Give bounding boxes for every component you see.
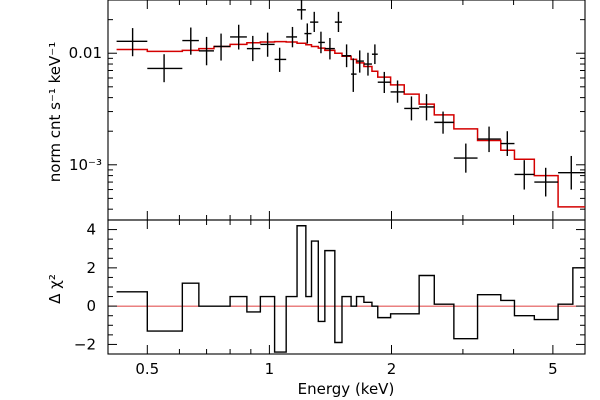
data-point [334,11,342,32]
data-point [274,47,287,72]
data-point [534,167,559,197]
y-tick-label: 10⁻³ [69,156,102,174]
data-point [213,33,231,61]
residual-curve [116,225,585,353]
spectrum-y-axis-label: norm cnt s⁻¹ keV⁻¹ [46,42,64,182]
data-point [246,35,261,62]
data-point [351,58,357,92]
data-point [434,111,454,134]
x-tick-label: 5 [548,360,558,378]
residual-ticks [107,220,586,354]
data-point [477,126,501,153]
spectrum-plot-frame [107,0,586,221]
data-point [390,80,405,103]
data-point [500,131,515,156]
x-axis-label: Energy (keV) [298,380,395,398]
spectrum-y-tick-labels: 0.01 10⁻³ [69,44,102,174]
data-point [356,50,364,73]
data-point [514,160,535,190]
data-point [182,27,199,55]
spectrum-ticks [107,0,586,220]
x-tick-labels: 0.5 1 2 5 [135,360,557,378]
data-point [297,0,306,20]
data-point [260,32,275,57]
model-curve [116,40,585,208]
data-point [286,26,298,48]
data-point [318,31,325,54]
data-point [453,143,478,173]
residual-y-tick-labels: −2 0 2 4 [74,221,96,354]
y-tick-label: −2 [74,335,96,353]
y-tick-label: 2 [86,259,96,277]
x-tick-label: 0.5 [135,360,159,378]
data-point [377,71,391,94]
residual-step-line [116,225,585,353]
data-point [324,37,335,60]
y-tick-label: 0.01 [69,44,102,62]
data-point [198,36,214,66]
data-point [363,52,372,76]
data-point [341,44,352,68]
data-point [230,24,247,50]
data-point [404,96,420,121]
data-point [310,11,319,32]
model-step-line [116,40,585,208]
data-point [419,94,435,121]
x-tick-label: 1 [265,360,275,378]
x-tick-label: 2 [387,360,397,378]
residual-plot-frame [107,219,586,355]
y-tick-label: 4 [86,221,96,239]
data-points [116,0,585,197]
residual-panel: −2 0 2 4 0.5 1 2 5 Δ χ² Energy (keV) [46,219,586,398]
data-point [116,28,148,57]
spectrum-panel: 0.01 10⁻³ norm cnt s⁻¹ keV⁻¹ [46,0,586,221]
data-point [371,44,378,65]
data-point [558,155,585,190]
y-tick-label: 0 [86,297,96,315]
data-point [147,54,183,83]
residual-y-axis-label: Δ χ² [46,274,64,304]
data-point [304,23,312,44]
